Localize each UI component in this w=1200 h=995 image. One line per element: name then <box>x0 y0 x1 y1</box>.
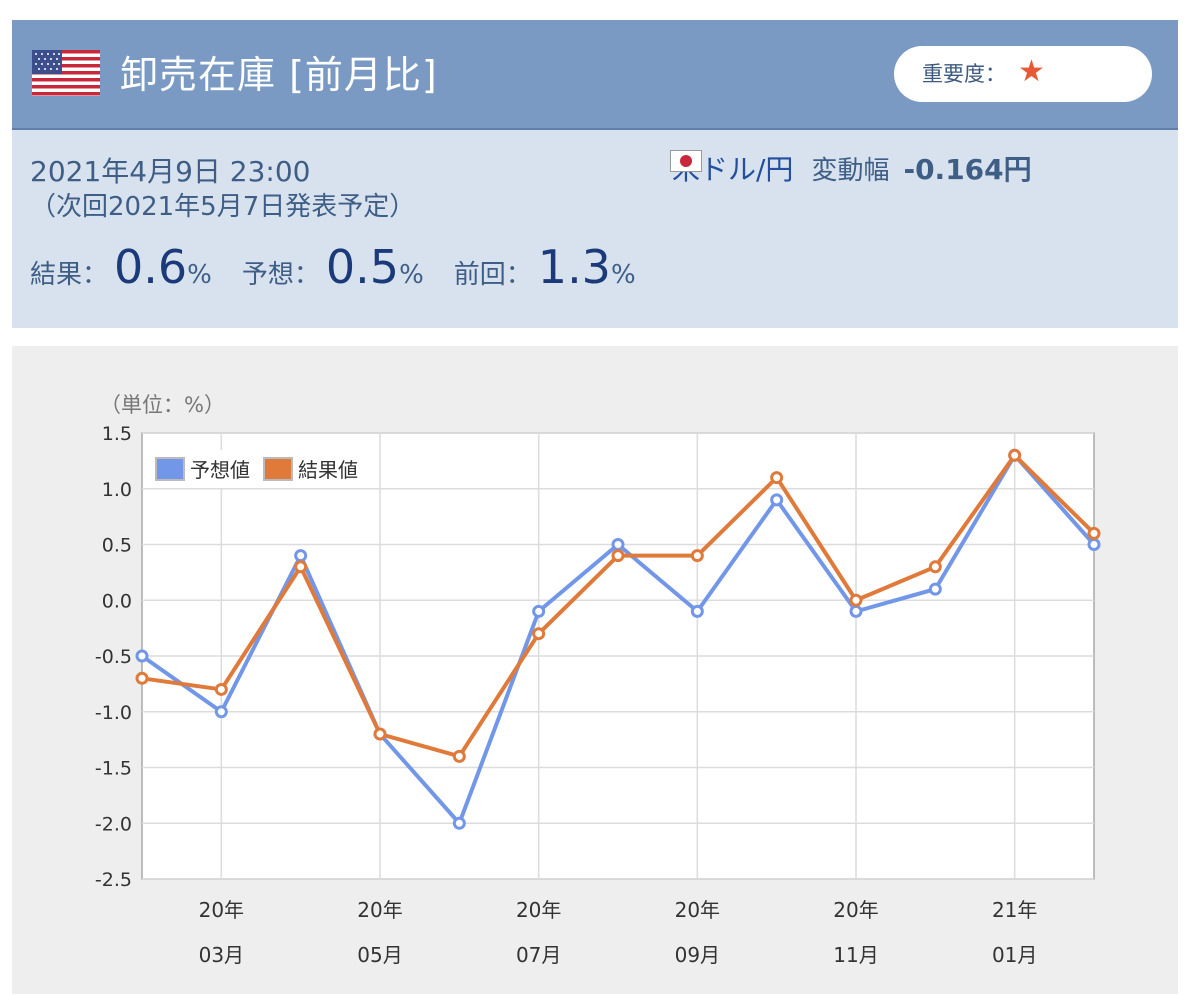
next-release: （次回2021年5月7日発表予定） <box>30 192 416 222</box>
legend-swatch <box>155 457 185 481</box>
forecast-point <box>611 538 625 551</box>
forecast-point <box>1087 538 1101 551</box>
y-tick-label: -2.5 <box>95 869 132 891</box>
star-icon: ★ <box>1018 54 1045 89</box>
indicator-title: 卸売在庫 [前月比] <box>120 53 438 97</box>
x-tick-month-label: 03月 <box>199 943 244 967</box>
result-point <box>849 593 863 607</box>
importance-badge: 重要度： ★ <box>894 46 1152 102</box>
result-point <box>373 727 387 741</box>
y-tick-label: 0.0 <box>102 590 132 612</box>
previous-value: 1.3 <box>537 240 611 294</box>
line-chart: 1.5 1.0 0.5 0.0 -0.5 -1.0 -1.5 -2.0 -2.5 20年 03月 20… <box>95 393 1101 967</box>
forecast-unit: % <box>399 260 424 290</box>
y-tick-label: -0.5 <box>95 646 132 668</box>
x-tick-year-label: 20年 <box>199 898 244 922</box>
unit-label: （単位：%） <box>100 393 225 417</box>
y-tick-label: 0.5 <box>102 535 132 557</box>
y-tick-label: 1.0 <box>102 479 132 501</box>
result-point <box>928 560 942 574</box>
x-tick-year-label: 20年 <box>357 898 402 922</box>
result-unit: % <box>187 260 212 290</box>
result-point <box>1008 448 1022 462</box>
x-tick-year-label: 20年 <box>516 898 561 922</box>
release-datetime: 2021年4月9日 23:00 <box>30 155 311 188</box>
x-tick-month-label: 05月 <box>357 943 402 967</box>
importance-label: 重要度： <box>922 62 1006 86</box>
stats-row: 結果： 0.6 % 予想： 0.5 % 前回： 1.3 % <box>30 240 666 294</box>
us-flag-icon <box>32 50 100 96</box>
currency-pair-info: 米ドル/円 変動幅 -0.164円 <box>670 150 1032 186</box>
result-point <box>135 671 149 685</box>
forecast-point <box>928 582 942 596</box>
indicator-header: 卸売在庫 [前月比] 重要度： ★ <box>12 20 1178 130</box>
y-tick-label: -2.0 <box>95 813 132 835</box>
x-tick-month-label: 01月 <box>992 943 1037 967</box>
y-tick-label: 1.5 <box>102 423 132 445</box>
forecast-point <box>532 604 546 618</box>
volatility-label: 変動幅 <box>811 155 890 186</box>
y-tick-label: -1.0 <box>95 702 132 724</box>
chart-panel: 1.5 1.0 0.5 0.0 -0.5 -1.0 -1.5 -2.0 -2.5 20年 03月 20… <box>12 346 1178 994</box>
forecast-label: 予想： <box>241 260 320 290</box>
previous-unit: % <box>610 260 636 290</box>
forecast-point <box>452 816 466 830</box>
result-point <box>1087 526 1101 540</box>
result-point <box>611 549 625 563</box>
previous-label: 前回： <box>453 260 532 290</box>
legend-swatch <box>263 457 293 481</box>
jp-flag-icon <box>670 150 702 172</box>
forecast-point <box>135 649 149 663</box>
result-point <box>452 749 466 763</box>
result-point <box>214 682 228 696</box>
x-tick-year-label: 21年 <box>992 898 1037 922</box>
legend-label: 結果値 <box>298 458 358 482</box>
result-value: 0.6 <box>114 240 188 294</box>
y-tick-label: -1.5 <box>95 758 132 780</box>
result-point <box>770 471 784 485</box>
forecast-point <box>294 549 308 563</box>
result-point <box>532 627 546 641</box>
forecast-point <box>770 493 784 507</box>
forecast-point <box>214 705 228 719</box>
legend-label: 予想値 <box>190 458 250 482</box>
x-tick-year-label: 20年 <box>833 898 878 922</box>
x-tick-month-label: 07月 <box>516 943 561 967</box>
x-tick-month-label: 11月 <box>833 943 878 967</box>
forecast-point <box>849 604 863 618</box>
x-tick-month-label: 09月 <box>675 943 720 967</box>
forecast-point <box>690 604 704 618</box>
result-point <box>294 560 308 574</box>
x-tick-year-label: 20年 <box>675 898 720 922</box>
volatility-value: -0.164円 <box>903 153 1032 186</box>
forecast-value: 0.5 <box>325 240 400 294</box>
result-label: 結果： <box>30 260 109 290</box>
result-point <box>690 549 704 563</box>
release-info-panel: 2021年4月9日 23:00 （次回2021年5月7日発表予定） 米ドル/円 … <box>12 130 1178 328</box>
